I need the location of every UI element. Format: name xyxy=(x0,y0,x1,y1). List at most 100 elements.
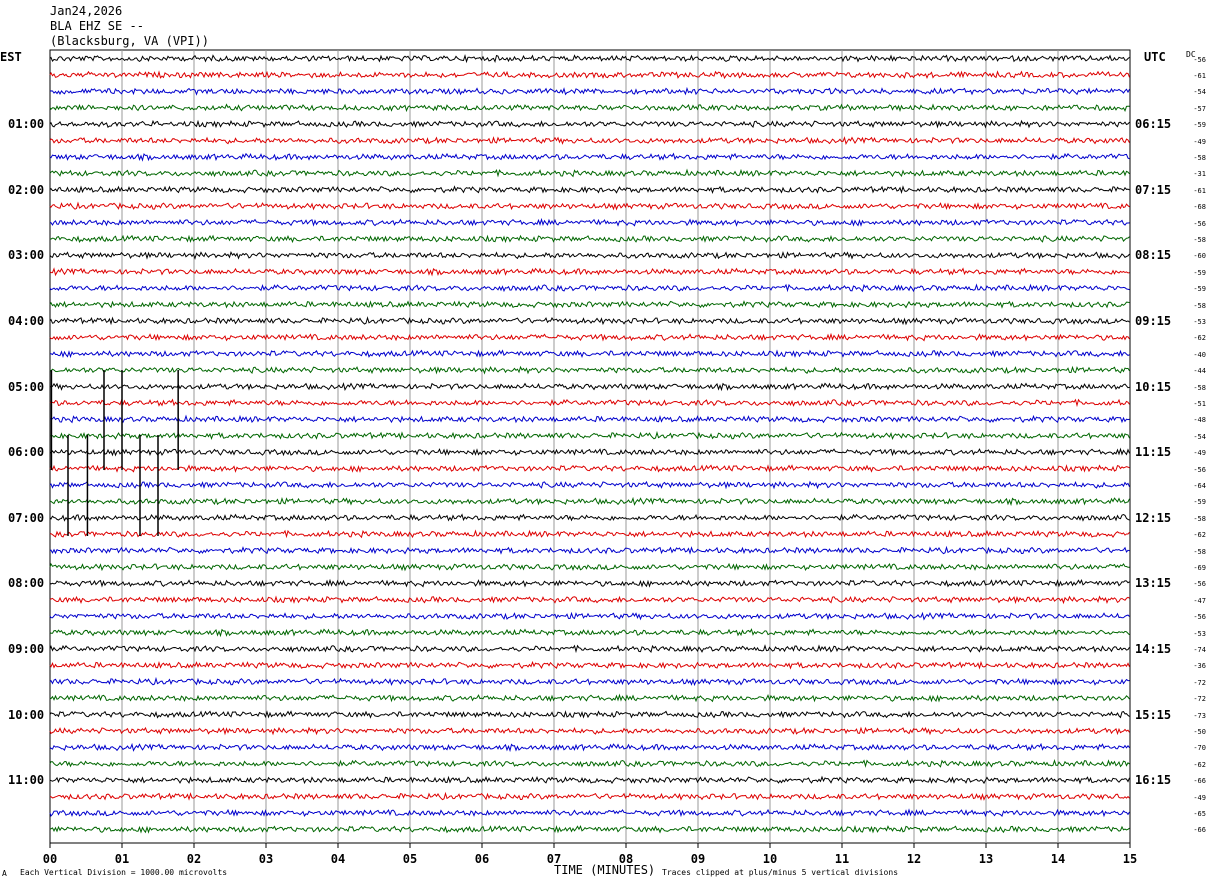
trace-line xyxy=(49,464,1130,473)
dc-offset-label: -64 xyxy=(1193,481,1206,490)
left-hour-label: 01:00 xyxy=(8,117,45,132)
dc-offset-label: -58 xyxy=(1193,301,1206,310)
dc-offset-label: -57 xyxy=(1193,104,1206,113)
location-label: (Blacksburg, VA (VPI)) xyxy=(50,34,209,48)
trace-line xyxy=(49,217,1130,227)
trace-line xyxy=(49,628,1130,638)
right-hour-label: 08:15 xyxy=(1135,248,1172,263)
dc-offset-label: -59 xyxy=(1193,498,1206,507)
dc-offset-label: -49 xyxy=(1193,449,1206,458)
trace-line xyxy=(49,267,1130,277)
dc-offset-label: -58 xyxy=(1193,514,1206,523)
trace-line xyxy=(49,480,1130,490)
station-label: BLA EHZ SE -- xyxy=(50,19,144,33)
traces xyxy=(49,54,1130,834)
dc-offset-label: -74 xyxy=(1193,645,1206,654)
dc-offset-label: -61 xyxy=(1193,71,1206,80)
left-hour-label: 06:00 xyxy=(8,445,45,460)
trace-line xyxy=(49,349,1130,359)
footer-clip: Traces clipped at plus/minus 5 vertical … xyxy=(662,868,899,877)
dc-offset-label: -36 xyxy=(1193,662,1206,671)
dc-offset-label: -70 xyxy=(1193,744,1206,753)
trace-line xyxy=(49,300,1130,309)
date-label: Jan24,2026 xyxy=(50,4,123,18)
x-tick-label: 03 xyxy=(258,852,274,866)
dc-offset-label: -73 xyxy=(1193,711,1206,720)
trace-line xyxy=(49,86,1130,96)
dc-offset-label: -58 xyxy=(1193,547,1206,556)
x-axis-title: TIME (MINUTES) xyxy=(554,863,656,877)
left-hour-label: 07:00 xyxy=(8,510,45,525)
trace-line xyxy=(49,726,1130,736)
right-hour-label: 07:15 xyxy=(1135,182,1172,197)
dc-offset-label: -49 xyxy=(1193,793,1206,802)
dc-offset-label: -51 xyxy=(1193,399,1206,408)
dc-offset-label: -59 xyxy=(1193,285,1206,294)
grid xyxy=(49,49,1131,848)
x-tick-label: 08 xyxy=(618,852,634,866)
dc-offset-label: -69 xyxy=(1193,563,1206,572)
trace-line xyxy=(49,562,1130,572)
trace-line xyxy=(49,398,1130,408)
dc-offset-label: -31 xyxy=(1193,170,1206,179)
trace-line xyxy=(49,758,1130,768)
x-tick-label: 13 xyxy=(978,852,994,866)
trace-line xyxy=(49,201,1130,211)
dc-offset-label: -53 xyxy=(1193,317,1206,326)
x-tick-label: 00 xyxy=(42,852,58,866)
left-hour-label: 09:00 xyxy=(8,641,45,656)
left-hour-label: 05:00 xyxy=(8,379,45,394)
trace-line xyxy=(49,496,1130,507)
dc-offset-label: -48 xyxy=(1193,416,1206,425)
dc-offset-label: -54 xyxy=(1193,88,1206,97)
dc-offset-label: -62 xyxy=(1193,334,1206,343)
left-hour-label: 10:00 xyxy=(8,707,45,722)
x-tick-label: 11 xyxy=(834,852,850,866)
x-tick-label: 15 xyxy=(1122,852,1138,866)
trace-line xyxy=(49,742,1130,753)
right-hour-label: 15:15 xyxy=(1135,707,1172,722)
dc-offset-label: -50 xyxy=(1193,727,1206,736)
trace-line xyxy=(49,578,1130,588)
dc-offset-label: -54 xyxy=(1193,432,1206,441)
x-tick-label: 10 xyxy=(762,852,778,866)
dc-offset-label: -59 xyxy=(1193,121,1206,130)
dc-offset-label: -56 xyxy=(1193,219,1206,228)
trace-line xyxy=(49,332,1130,342)
trace-line xyxy=(49,234,1130,244)
left-hour-label: 04:00 xyxy=(8,313,45,328)
trace-line xyxy=(49,152,1130,162)
trace-line xyxy=(49,250,1130,260)
right-hour-label: 09:15 xyxy=(1135,313,1172,328)
trace-line xyxy=(49,513,1130,522)
right-hour-label: 13:15 xyxy=(1135,576,1172,591)
dc-offset-label: -53 xyxy=(1193,629,1206,638)
trace-line xyxy=(49,808,1130,818)
dc-offset-label: -72 xyxy=(1193,678,1206,687)
trace-line xyxy=(49,103,1130,113)
dc-offset-label: -62 xyxy=(1193,760,1206,769)
trace-line xyxy=(49,70,1130,80)
trace-line xyxy=(49,824,1130,834)
x-tick-label: 07 xyxy=(546,852,562,866)
right-hour-label: 14:15 xyxy=(1135,641,1172,656)
trace-line xyxy=(49,644,1130,654)
trace-line xyxy=(49,365,1130,375)
trace-line xyxy=(49,283,1130,293)
dc-offset-label: -72 xyxy=(1193,695,1206,704)
x-tick-label: 12 xyxy=(906,852,922,866)
dc-offset-label: -58 xyxy=(1193,235,1206,244)
right-hour-label: 12:15 xyxy=(1135,510,1172,525)
dc-offset-label: -40 xyxy=(1193,350,1206,359)
x-tick-label: 01 xyxy=(114,852,130,866)
dc-offset-label: -62 xyxy=(1193,531,1206,540)
trace-line xyxy=(49,676,1130,687)
trace-line xyxy=(49,430,1130,441)
x-tick-label: 06 xyxy=(474,852,490,866)
trace-line xyxy=(49,595,1130,605)
dc-offset-label: -56 xyxy=(1193,613,1206,622)
trace-line xyxy=(49,185,1130,195)
utc-label: UTC xyxy=(1144,50,1166,64)
dc-offset-label: -58 xyxy=(1193,153,1206,162)
